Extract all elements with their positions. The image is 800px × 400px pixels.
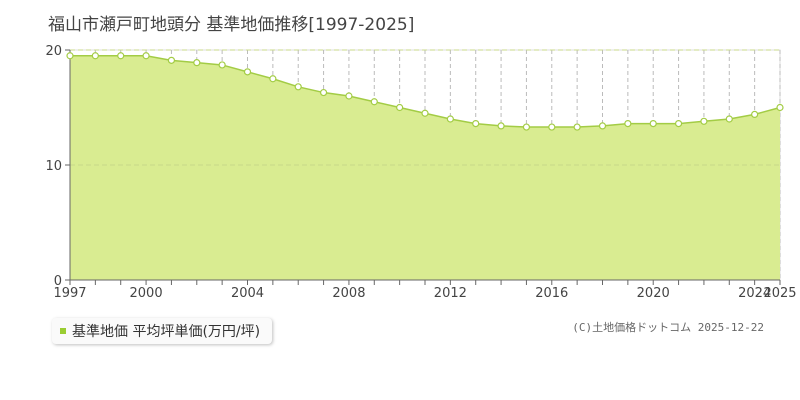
data-point (776, 103, 784, 112)
axis-layer (65, 49, 781, 285)
x-tick-label: 2012 (434, 286, 467, 301)
x-tick-label: 2024 (738, 286, 771, 301)
legend: 基準地価 平均坪単価(万円/坪) (52, 318, 273, 344)
data-point (370, 98, 378, 106)
data-point (345, 92, 353, 100)
data-point (269, 75, 277, 83)
data-point (649, 119, 657, 128)
series-area (70, 55, 780, 280)
y-tick-label: 10 (45, 159, 62, 174)
data-point (548, 123, 556, 131)
label-layer: 0 10 20 1997 2000 2004 2008 2012 2016 2020 2024202… (45, 44, 796, 301)
x-tick-label: 2025 (763, 286, 796, 301)
data-point (319, 88, 328, 97)
data-point (294, 83, 302, 91)
data-point (522, 123, 531, 131)
chart-title: 福山市瀬戸町地頭分 基準地価推移[1997-2025] (48, 15, 415, 35)
data-point (751, 110, 759, 119)
data-point (66, 52, 74, 60)
legend-label: 基準地価 平均坪単価(万円/坪) (72, 324, 261, 340)
data-point (472, 119, 480, 128)
x-tick-label: 2016 (535, 286, 568, 301)
data-point (117, 52, 125, 60)
data-point (243, 68, 252, 76)
data-point (167, 56, 176, 64)
data-point (573, 123, 581, 131)
data-point (598, 122, 607, 130)
x-tick-label: 2000 (130, 286, 163, 301)
data-point (91, 52, 99, 60)
data-point (624, 119, 632, 128)
data-point (142, 52, 150, 60)
data-point (446, 115, 454, 123)
data-point (421, 109, 429, 117)
x-tick-label: 2020 (637, 286, 670, 301)
data-point (218, 61, 226, 69)
x-tick-label: 2004 (231, 286, 264, 301)
y-tick-label: 0 (54, 274, 62, 289)
marker-layer (66, 52, 784, 131)
data-point (396, 103, 404, 112)
data-point (700, 117, 708, 125)
copyright-text: (C)土地価格ドットコム 2025-12-22 (572, 321, 764, 334)
x-tick-label: 2008 (332, 286, 365, 301)
x-tick-label: 1997 (53, 286, 86, 301)
data-point (725, 115, 733, 123)
data-point (497, 122, 505, 130)
data-point (674, 119, 683, 128)
y-tick-label: 20 (45, 44, 62, 59)
data-point (193, 59, 201, 67)
legend-swatch (60, 328, 66, 334)
